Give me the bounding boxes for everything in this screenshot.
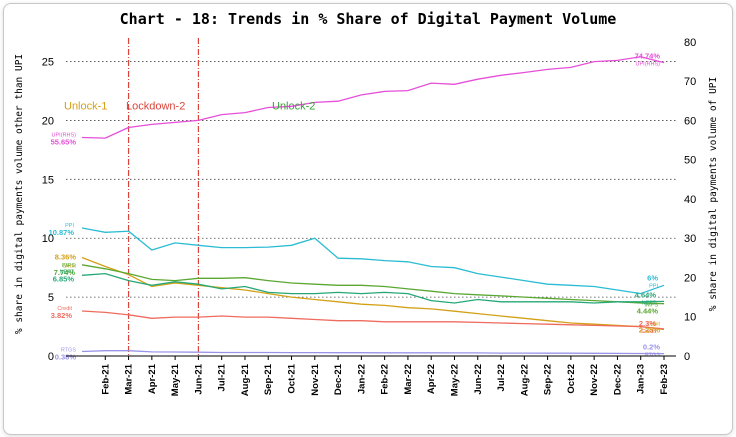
phase-annotations: Unlock-1 Lockdown-2 Unlock-2 [64, 101, 315, 113]
series-line-rtgs [81, 350, 665, 355]
series-start-label: 8.36% [55, 253, 77, 262]
right-tick-label: 30 [684, 233, 696, 245]
phase-annotation: Unlock-1 [64, 101, 107, 113]
series-line-neft [81, 272, 665, 304]
series-start-label: 0.38% [55, 353, 77, 362]
series-start-label: RTGS [61, 348, 77, 354]
x-axis-ticks: Feb-21 Mar-21 Apr-21 May-21 Jun-21 Jul-21 Aug-… [100, 356, 670, 396]
phase-annotation: Unlock-2 [272, 101, 315, 113]
series-start-label: UPI(RHS) [52, 133, 77, 139]
series-end-label: UPI(RHS) [636, 62, 661, 68]
series-end-label: 6% [647, 273, 658, 282]
series-start-label: Debit [63, 264, 76, 270]
series-end-label: PPI [649, 283, 658, 289]
gridlines [66, 61, 676, 298]
series-start-label: 10.87% [49, 228, 75, 237]
right-axis-title: % share in digital payments volume of UP… [708, 77, 719, 312]
x-tick-label: Aug-21 [240, 363, 251, 396]
x-tick-label: Sep-21 [263, 363, 274, 395]
series-end-label: 74.74% [635, 52, 661, 61]
right-tick-label: 60 [684, 115, 696, 127]
x-tick-label: Oct-22 [566, 364, 577, 394]
series-line-upirhs [81, 56, 665, 139]
right-tick-label: 0 [684, 351, 690, 363]
left-axis-title: % share in digital payments volume other… [14, 54, 25, 334]
series-start-label: 7.74% [54, 268, 76, 277]
series-labels: UPI(RHS)55.65%74.74%UPI(RHS)PPI10.87%6%P… [49, 52, 661, 362]
series-start-label: Credit [57, 306, 72, 312]
series-start-label: 6.85% [53, 274, 75, 283]
x-tick-label: Feb-22 [380, 364, 391, 395]
x-tick-label: Jan-22 [356, 364, 367, 394]
right-tick-label: 80 [684, 37, 696, 49]
right-axis-ticks: 0 10 20 30 40 50 60 70 80 [684, 37, 696, 363]
x-tick-label: Oct-21 [287, 363, 298, 393]
x-tick-label: May-21 [170, 363, 181, 396]
left-tick-label: 15 [42, 174, 54, 186]
series-start-label: IMPS [62, 263, 76, 269]
right-tick-label: 20 [684, 272, 696, 284]
x-tick-label: Sep-22 [543, 364, 554, 395]
series-end-label: 2.25% [639, 326, 661, 335]
chart-title: Chart - 18: Trends in % Share of Digital… [120, 10, 617, 28]
left-tick-label: 5 [48, 292, 54, 304]
x-tick-label: Jul-22 [496, 364, 507, 391]
x-tick-label: Mar-21 [124, 363, 135, 394]
series-line-imps [81, 264, 665, 305]
x-tick-label: Jun-22 [473, 364, 484, 395]
x-tick-label: Apr-22 [426, 364, 437, 394]
series-line-credit [81, 310, 665, 330]
x-tick-label: May-22 [449, 364, 460, 396]
series-line-ppi [81, 227, 665, 295]
x-tick-label: Dec-22 [612, 364, 623, 395]
line-chart: Chart - 18: Trends in % Share of Digital… [14, 10, 719, 396]
left-tick-label: 10 [42, 233, 54, 245]
series-end-label: 2.3% [639, 319, 656, 328]
x-tick-label: Nov-22 [589, 364, 600, 396]
left-tick-label: 25 [42, 57, 54, 69]
x-tick-label: Aug-22 [519, 364, 530, 396]
right-tick-label: 50 [684, 155, 696, 167]
x-tick-label: Dec-21 [333, 363, 344, 395]
right-tick-label: 70 [684, 76, 696, 88]
x-tick-label: Feb-21 [100, 363, 111, 394]
series-end-label: NEFT [642, 300, 657, 306]
left-axis-ticks: 0 5 10 15 20 25 [42, 57, 54, 363]
x-tick-label: Mar-22 [403, 364, 414, 395]
event-lines [127, 38, 199, 356]
x-tick-label: Jul-21 [217, 363, 228, 391]
series-end-label: 4.44% [637, 307, 659, 316]
series-start-label: PPI [65, 223, 74, 229]
phase-annotation: Lockdown-2 [126, 101, 185, 113]
series-end-label: Debit [647, 322, 660, 328]
series-line-debit [81, 256, 665, 331]
series-start-label: NEFT [60, 269, 75, 275]
left-tick-label: 20 [42, 115, 54, 127]
x-tick-label: Nov-21 [310, 363, 321, 395]
right-tick-label: 10 [684, 312, 696, 324]
x-tick-label: Jan-23 [636, 364, 647, 394]
x-tick-label: Jun-21 [193, 363, 204, 394]
series-end-label: Credit [641, 329, 656, 335]
series-start-label: 3.82% [51, 311, 73, 320]
x-tick-label: Apr-21 [147, 363, 158, 394]
series-lines [81, 56, 665, 355]
x-tick-label: Feb-23 [659, 364, 670, 395]
right-tick-label: 40 [684, 194, 696, 206]
series-end-label: 4.64% [635, 290, 657, 299]
series-start-label: 55.65% [51, 138, 77, 147]
series-end-label: IMPS [645, 303, 659, 309]
left-tick-label: 0 [48, 351, 54, 363]
chart-frame: Chart - 18: Trends in % Share of Digital… [3, 3, 733, 435]
series-end-label: 0.2% [643, 343, 660, 352]
